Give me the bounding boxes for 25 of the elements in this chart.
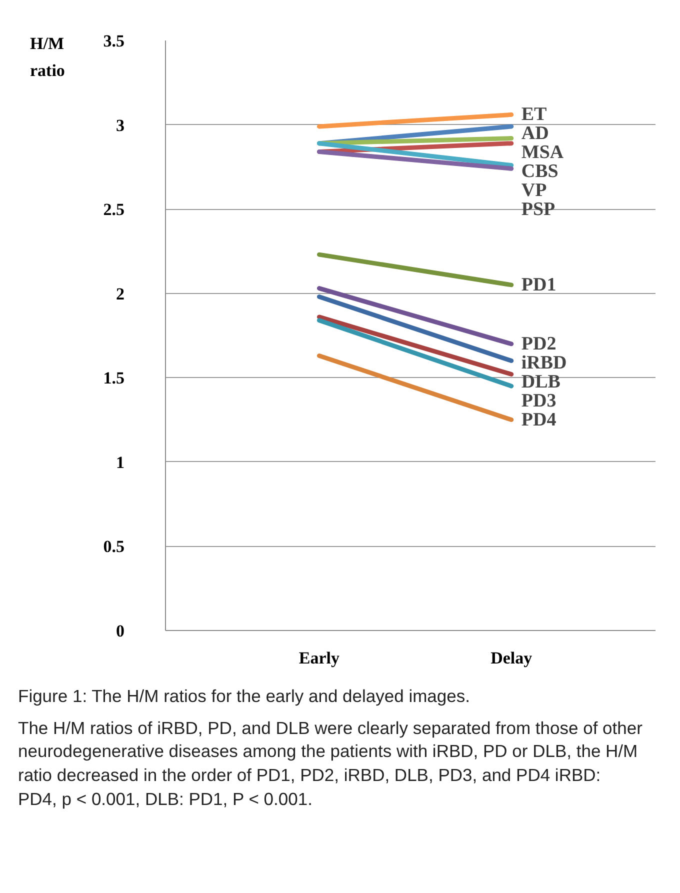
series-label: PD2 <box>521 333 556 354</box>
y-tick-label: 2.5 <box>103 200 124 220</box>
series-label: AD <box>521 123 549 144</box>
y-tick-label: 2 <box>116 284 124 304</box>
x-tick-label: Delay <box>490 648 533 668</box>
series-label: PD4 <box>521 409 557 430</box>
y-tick-label: 1.5 <box>103 368 124 388</box>
series-label: VP <box>521 180 548 202</box>
series-label: PSP <box>521 199 556 220</box>
y-tick-label: 3.5 <box>103 32 124 50</box>
y-axis-title: H/M ratio <box>30 33 66 82</box>
x-tick-label: Early <box>298 648 340 668</box>
series-label: PD3 <box>521 390 556 412</box>
series-label: iRBD <box>521 352 567 374</box>
y-tick-label: 0.5 <box>103 537 124 556</box>
y-tick-label: 0 <box>116 622 124 640</box>
series-label: PD1 <box>521 274 556 296</box>
series-label: ET <box>521 104 548 126</box>
y-tick-label: 1 <box>116 452 124 472</box>
text: The H/M ratios of iRBD, PD, and DLB were clearly separated from those of other neurodegenerative diseases among the patients with iRBD, PD or DLB, the H/M ratio decreased in the order of PD1, PD2, iRBD, DLB, PD3, and PD4 iRBD: PD4, p < 0.001, DLB: PD1, P < 0.001. <box>18 716 643 811</box>
series-label: CBS <box>521 161 558 182</box>
y-tick-label: 3 <box>116 116 124 135</box>
series-label: DLB <box>521 371 561 392</box>
series-label: MSA <box>521 142 564 164</box>
text: Figure 1: The H/M ratios for the early and delayed images. <box>18 685 471 708</box>
